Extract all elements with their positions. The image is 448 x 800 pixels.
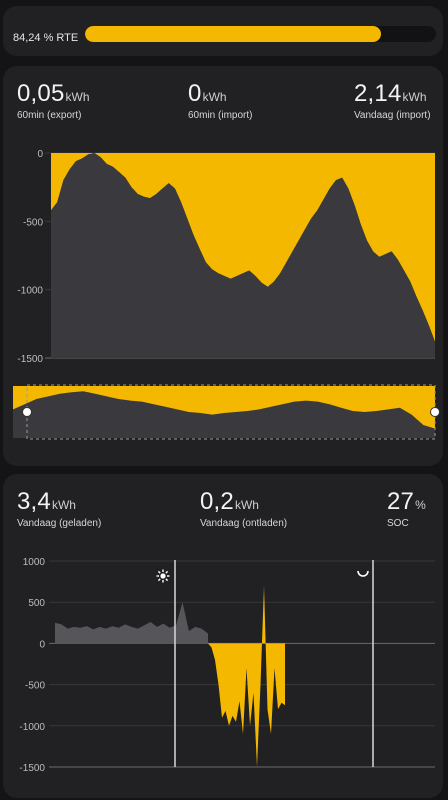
rte-progress-bar [85, 26, 436, 42]
grid-power-series [51, 153, 435, 358]
stat-value: 0,2 [200, 488, 234, 515]
stat-label: Vandaag (geladen) [17, 518, 102, 529]
y-tick-label: 500 [28, 598, 45, 609]
stat-unit: kWh [234, 498, 259, 512]
battery-series-power [208, 585, 285, 767]
rte-label: 84,24 % RTE [13, 32, 79, 44]
stat-unit: kWh [51, 498, 76, 512]
navigator-handle-left[interactable] [22, 407, 32, 417]
y-tick-label: -1000 [19, 722, 45, 733]
navigator-series [13, 391, 435, 438]
grid-power-chart[interactable]: 0 -500 -1000 -1500 [3, 66, 443, 466]
y-tick-label: -500 [23, 217, 43, 228]
stat-charged-today[interactable]: 3,4kWh Vandaag (geladen) [17, 488, 101, 529]
stat-unit: kWh [202, 90, 227, 104]
sun-icon [156, 569, 170, 583]
battery-series-standby [55, 602, 208, 644]
battery-power-chart[interactable]: 1000 500 0 -500 -1000 -1500 [3, 474, 443, 798]
stat-value: 27 [387, 488, 415, 515]
stat-import-today[interactable]: 2,14kWh Vandaag (import) [354, 80, 431, 121]
stat-value: 0,05 [17, 80, 65, 107]
battery-card: 3,4kWh Vandaag (geladen) 0,2kWh Vandaag … [3, 474, 443, 798]
stat-value: 0 [188, 80, 202, 107]
import-area [51, 153, 435, 342]
stat-unit: % [415, 498, 426, 512]
y-tick-label: -500 [25, 681, 45, 692]
moon-icon [357, 570, 369, 577]
stat-label: Vandaag (import) [354, 110, 431, 121]
stat-import-60min[interactable]: 0kWh 60min (import) [188, 80, 252, 121]
stat-value: 3,4 [17, 488, 51, 515]
stat-value: 2,14 [354, 80, 402, 107]
y-tick-label: -1500 [19, 763, 45, 774]
grid-card: 0,05kWh 60min (export) 0kWh 60min (impor… [3, 66, 443, 466]
sun-ray [157, 570, 161, 574]
sun-core [160, 573, 166, 579]
y-tick-label: 1000 [23, 557, 46, 568]
stat-unit: kWh [402, 90, 427, 104]
stat-export-60min[interactable]: 0,05kWh 60min (export) [17, 80, 90, 121]
stat-unit: kWh [65, 90, 90, 104]
stat-label: Vandaag (ontladen) [200, 518, 288, 529]
stat-label: SOC [387, 518, 409, 529]
sun-ray [165, 570, 169, 574]
y-tick-label: 0 [39, 639, 45, 650]
sun-ray [165, 578, 169, 582]
navigator-handle-right[interactable] [430, 407, 440, 417]
rte-card: 84,24 % RTE [3, 6, 443, 56]
stat-label: 60min (import) [188, 110, 253, 121]
sun-ray [157, 578, 161, 582]
y-tick-label: -1000 [17, 286, 43, 297]
stat-discharged-today[interactable]: 0,2kWh Vandaag (ontladen) [200, 488, 287, 529]
rte-progress-fill [85, 26, 381, 42]
stat-soc[interactable]: 27% SOC [387, 488, 426, 529]
stat-label: 60min (export) [17, 110, 82, 121]
y-tick-label: -1500 [17, 354, 43, 365]
y-tick-label: 0 [37, 149, 43, 160]
